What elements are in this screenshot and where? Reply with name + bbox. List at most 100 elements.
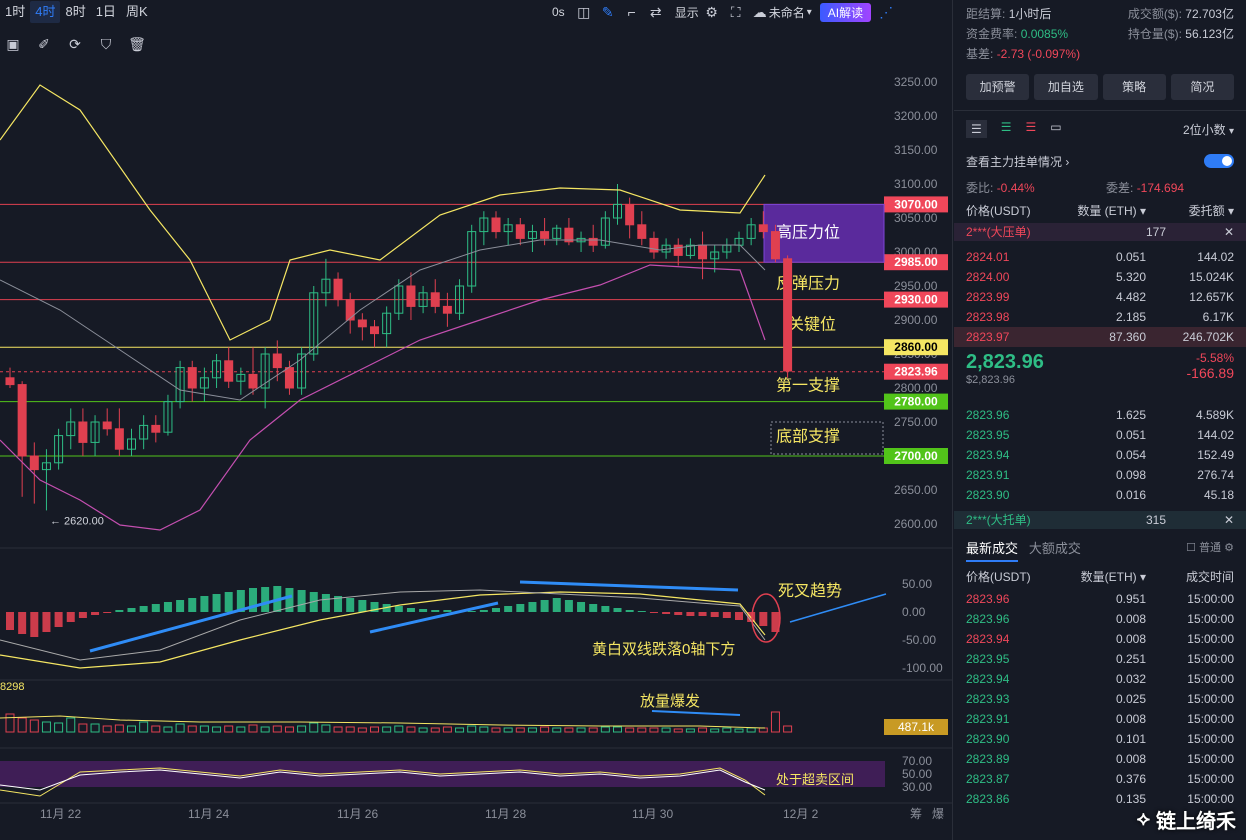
trade-row[interactable]: 2823.91 0.008 15:00:00	[954, 709, 1246, 729]
tab-big-trades[interactable]: 大额成交	[1028, 540, 1081, 556]
close-icon[interactable]: ✕	[1223, 225, 1234, 239]
volume-bar	[649, 727, 659, 733]
volume-bar	[406, 726, 416, 733]
macd-bar	[649, 612, 658, 613]
timeframe-1h[interactable]: 1时	[5, 4, 26, 19]
timeframe-1w[interactable]: 周K	[125, 4, 148, 19]
bid-row[interactable]: 2823.95 0.051 144.02	[954, 425, 1246, 445]
chart-canvas[interactable]: 3250.003200.003150.003100.003050.003000.…	[0, 0, 953, 840]
drawing-tools: ▣ ✐ ⟳ ⛉ 🗑	[0, 32, 146, 56]
rsi-tick: 70.00	[902, 754, 932, 768]
trade-row[interactable]: 2823.90 0.101 15:00:00	[954, 729, 1246, 749]
funding-settle-label: 距结算:	[966, 7, 1006, 21]
level-tag-bg	[884, 291, 948, 308]
candle-body	[455, 285, 465, 314]
trade-qty: 0.376	[1115, 772, 1146, 786]
trade-row[interactable]: 2823.95 0.251 15:00:00	[954, 649, 1246, 669]
trade-col-qty[interactable]: 数量(ETH) ▾	[1080, 570, 1146, 584]
close-icon[interactable]: ✕	[1223, 513, 1234, 527]
ask-row[interactable]: 2824.00 5.320 15.024K	[954, 267, 1246, 287]
ask-row[interactable]: 2823.99 4.482 12.657K	[954, 287, 1246, 307]
camera-icon[interactable]: ◫	[577, 3, 591, 20]
chevron-down-icon[interactable]: ▾	[806, 6, 812, 18]
tab-latest-trades[interactable]: 最新成交	[966, 540, 1019, 562]
macd-bar	[564, 600, 573, 612]
candle-body	[272, 353, 282, 369]
timeframe-4h[interactable]: 4时	[30, 1, 61, 23]
candle-body	[394, 285, 404, 314]
change-pct: -5.58%	[1195, 351, 1234, 365]
gear-icon[interactable]: ⚙	[705, 3, 718, 20]
bid-row[interactable]: 2823.90 0.016 45.18	[954, 485, 1246, 505]
candle-body	[698, 244, 708, 260]
trade-row[interactable]: 2823.94 0.008 15:00:00	[954, 629, 1246, 649]
price-tick: 3200.00	[894, 109, 938, 123]
compare-icon[interactable]: ⇄	[649, 3, 662, 20]
strategy-button[interactable]: 策略	[1102, 74, 1166, 100]
key-level-label: 关键位	[788, 315, 836, 333]
ask-row[interactable]: 2824.01 0.051 144.02	[954, 247, 1246, 267]
col-total[interactable]: 委托额 ▾	[1188, 204, 1234, 218]
trade-price: 2823.96	[966, 592, 1010, 606]
bid-row[interactable]: 2823.91 0.098 276.74	[954, 465, 1246, 485]
candle-body	[29, 455, 39, 471]
checkbox-icon[interactable]: ☐	[1186, 542, 1196, 554]
trade-row[interactable]: 2823.93 0.025 15:00:00	[954, 689, 1246, 709]
normal-label[interactable]: 普通	[1199, 542, 1222, 554]
macd-bar	[406, 608, 415, 612]
chart-pane[interactable]: 3250.00 3200.00 3150.00 3100.00 3050.00 3000.…	[0, 0, 953, 840]
bid-row[interactable]: 2823.96 1.625 4.589K	[954, 405, 1246, 425]
macd-bar	[163, 602, 172, 612]
trade-row[interactable]: 2823.96 0.951 15:00:00	[954, 589, 1246, 609]
overview-button[interactable]: 简况	[1170, 74, 1234, 100]
add-watchlist-button[interactable]: 加自选	[1034, 74, 1098, 100]
ask-row[interactable]: 2823.97 87.360 246.702K	[954, 327, 1246, 347]
col-qty[interactable]: 数量 (ETH) ▾	[1077, 204, 1146, 218]
trash-icon[interactable]: 🗑	[128, 35, 146, 52]
magic-icon[interactable]: ⟳	[69, 35, 81, 52]
fullscreen-icon[interactable]: ⛶	[730, 3, 741, 20]
cloud-icon[interactable]: ☁	[752, 3, 767, 20]
chevron-down-icon[interactable]: ▾	[1228, 125, 1234, 137]
big-bid-row[interactable]: 2***(大托单) 315 ✕	[954, 511, 1246, 529]
trade-row[interactable]: 2823.86 0.135 15:00:00	[954, 789, 1246, 809]
add-alert-button[interactable]: 加预警	[966, 74, 1030, 100]
brand-icon: ⟡	[1136, 808, 1150, 830]
trade-row[interactable]: 2823.87 0.376 15:00:00	[954, 769, 1246, 789]
trade-row[interactable]: 2823.96 0.008 15:00:00	[954, 609, 1246, 629]
trade-row[interactable]: 2823.89 0.008 15:00:00	[954, 749, 1246, 769]
candle-body	[783, 258, 793, 372]
big-ask-row[interactable]: 2***(大压单) 177 ✕	[954, 223, 1246, 241]
ask-total: 12.657K	[1189, 290, 1234, 304]
book-asks-icon[interactable]: ☰	[1025, 120, 1037, 134]
calendar-icon[interactable]: ▣	[6, 35, 20, 52]
share-icon[interactable]: ⋰	[879, 3, 894, 20]
book-depth-icon[interactable]: ▭	[1050, 120, 1062, 134]
volume-bar	[284, 726, 294, 733]
settings-icon[interactable]: ⚙	[1224, 542, 1234, 554]
timeframe-1d[interactable]: 1日	[95, 4, 116, 19]
level-tag: 2780.00	[894, 395, 938, 409]
turnover-value: 72.703亿	[1185, 7, 1234, 21]
ai-analysis-button[interactable]: AI解读	[819, 2, 872, 22]
volume-bar	[540, 726, 550, 733]
decimals-select[interactable]: 2位小数	[1182, 122, 1226, 137]
timeframe-8h[interactable]: 8时	[65, 4, 86, 19]
candle-body	[78, 421, 88, 443]
book-bids-icon[interactable]: ☰	[1000, 120, 1012, 134]
note-icon[interactable]: ✐	[38, 35, 50, 52]
refresh-interval[interactable]: 0s	[552, 5, 565, 19]
bid-row[interactable]: 2823.94 0.054 152.49	[954, 445, 1246, 465]
candle-body	[54, 435, 64, 464]
ask-row[interactable]: 2823.98 2.185 6.17K	[954, 307, 1246, 327]
main-orders-link[interactable]: 查看主力挂单情况 ›	[966, 154, 1070, 169]
candle-body	[187, 367, 197, 389]
pencil-icon[interactable]: ✎	[601, 3, 614, 20]
filter-icon[interactable]: ⛉	[100, 35, 112, 52]
layout-name[interactable]: 未命名	[768, 5, 805, 20]
main-orders-toggle[interactable]	[1204, 154, 1234, 168]
display-menu[interactable]: 显示	[674, 5, 699, 20]
trade-row[interactable]: 2823.94 0.032 15:00:00	[954, 669, 1246, 689]
book-both-icon[interactable]: ☰	[966, 120, 987, 138]
crop-icon[interactable]: ⌐	[627, 4, 636, 20]
